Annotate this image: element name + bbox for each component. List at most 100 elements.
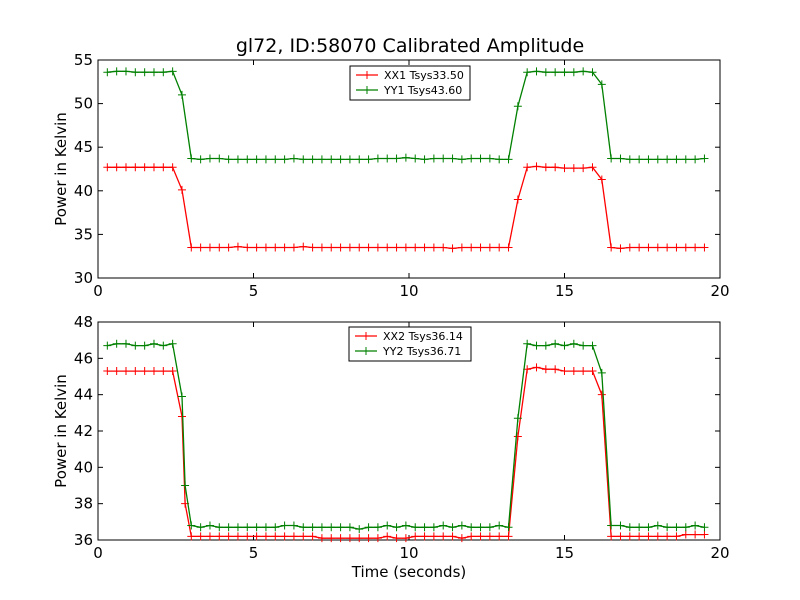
data-point xyxy=(597,390,606,399)
data-point xyxy=(289,521,298,530)
data-point xyxy=(653,243,662,252)
data-point xyxy=(513,102,522,111)
legend: XX1 Tsys33.50 YY1 Tsys43.60 xyxy=(349,65,471,101)
data-point xyxy=(607,532,616,541)
data-point xyxy=(327,243,336,252)
data-point xyxy=(131,163,140,172)
y-tick-label: 55 xyxy=(74,51,93,69)
data-point xyxy=(205,243,214,252)
data-point xyxy=(560,68,569,77)
data-point xyxy=(401,243,410,252)
data-point xyxy=(569,164,578,173)
y-tick-label: 48 xyxy=(74,313,93,331)
data-point xyxy=(495,155,504,164)
y-tick-label: 45 xyxy=(74,138,93,156)
data-point xyxy=(140,68,149,77)
data-point xyxy=(672,523,681,532)
data-point xyxy=(355,525,364,534)
data-point xyxy=(121,163,130,172)
data-point xyxy=(411,243,420,252)
data-point xyxy=(457,155,466,164)
data-point xyxy=(308,532,317,541)
data-point xyxy=(131,367,140,376)
data-point xyxy=(299,532,308,541)
data-point xyxy=(289,154,298,163)
data-point xyxy=(383,521,392,530)
y-axis-label: Power in Kelvin xyxy=(52,374,70,488)
data-point xyxy=(495,532,504,541)
data-point xyxy=(373,243,382,252)
data-point xyxy=(644,155,653,164)
legend-entry-label: XX2 Tsys36.14 xyxy=(383,330,463,343)
data-point xyxy=(196,523,205,532)
data-point xyxy=(159,367,168,376)
data-point xyxy=(420,532,429,541)
data-point xyxy=(532,341,541,350)
data-point xyxy=(429,532,438,541)
data-point xyxy=(187,243,196,252)
data-point xyxy=(504,532,513,541)
x-tick-label: 15 xyxy=(555,282,574,300)
x-tick-label: 5 xyxy=(249,282,259,300)
data-point xyxy=(653,532,662,541)
data-point xyxy=(224,243,233,252)
data-point xyxy=(448,532,457,541)
data-point xyxy=(523,163,532,172)
data-point xyxy=(364,534,373,543)
data-point xyxy=(448,244,457,253)
data-point xyxy=(327,523,336,532)
data-point xyxy=(616,154,625,163)
data-point xyxy=(149,339,158,348)
legend-entry-label: XX1 Tsys33.50 xyxy=(384,69,464,82)
data-point xyxy=(355,534,364,543)
data-point xyxy=(495,521,504,530)
data-point xyxy=(504,243,513,252)
data-point xyxy=(504,523,513,532)
data-point xyxy=(411,532,420,541)
x-tick-label: 5 xyxy=(249,544,259,562)
data-point xyxy=(140,341,149,350)
data-point xyxy=(345,534,354,543)
data-point xyxy=(205,532,214,541)
data-point xyxy=(392,243,401,252)
data-point xyxy=(373,534,382,543)
data-point xyxy=(504,155,513,164)
data-point xyxy=(131,68,140,77)
x-tick-label: 15 xyxy=(555,544,574,562)
data-point xyxy=(495,243,504,252)
data-point xyxy=(336,534,345,543)
data-point xyxy=(401,534,410,543)
data-point xyxy=(457,534,466,543)
data-point xyxy=(112,67,121,76)
data-point xyxy=(569,68,578,77)
data-point xyxy=(149,163,158,172)
data-point xyxy=(103,163,112,172)
data-point xyxy=(476,243,485,252)
data-point xyxy=(205,521,214,530)
data-point xyxy=(569,367,578,376)
data-point xyxy=(560,367,569,376)
data-point xyxy=(215,523,224,532)
data-point xyxy=(663,532,672,541)
data-point xyxy=(177,392,186,401)
data-point xyxy=(271,532,280,541)
data-point xyxy=(112,367,121,376)
data-point xyxy=(588,341,597,350)
data-point xyxy=(327,534,336,543)
data-point xyxy=(159,341,168,350)
data-point xyxy=(541,365,550,374)
data-point xyxy=(392,523,401,532)
x-tick-label: 10 xyxy=(399,282,418,300)
data-point xyxy=(233,523,242,532)
data-point xyxy=(233,155,242,164)
data-point xyxy=(663,243,672,252)
data-point xyxy=(233,532,242,541)
data-point xyxy=(672,243,681,252)
data-point xyxy=(299,155,308,164)
data-point xyxy=(243,532,252,541)
data-point xyxy=(280,243,289,252)
data-point xyxy=(392,154,401,163)
data-point xyxy=(439,521,448,530)
data-point xyxy=(355,243,364,252)
